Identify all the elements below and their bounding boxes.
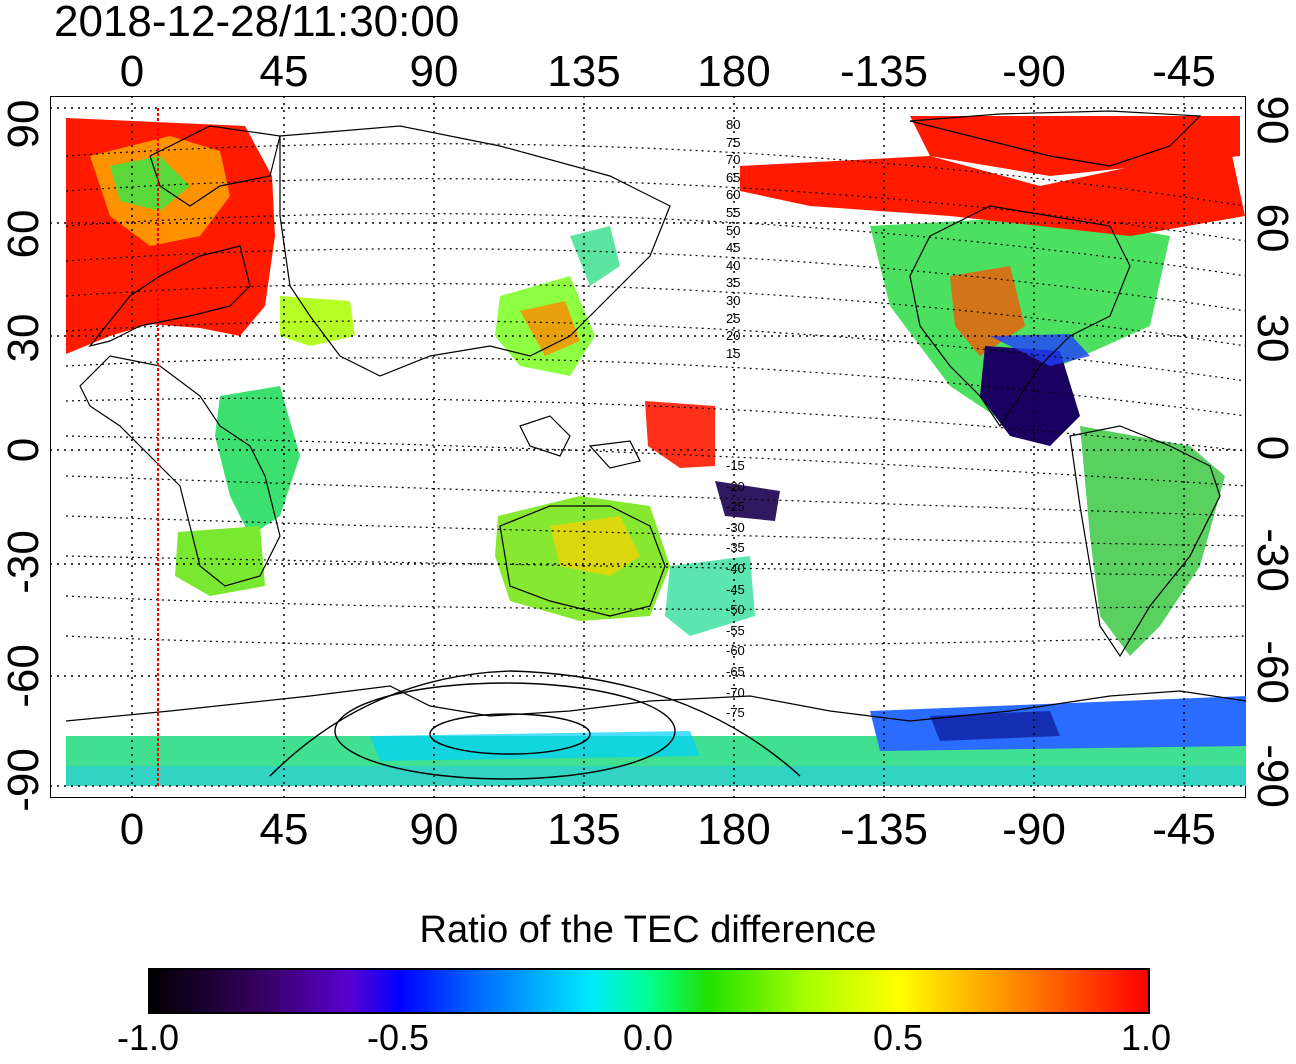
contour-label: -20 — [726, 478, 745, 494]
contour-label: 45 — [726, 240, 741, 256]
lon-tick-top: 135 — [547, 47, 621, 96]
lat-tick-left: -90 — [0, 748, 48, 812]
lat-tick-right: -90 — [1248, 744, 1296, 808]
contour-label-column-south: -15 -20 -25 -30 -35 -40 -45 -50 -55 -60 … — [726, 456, 766, 724]
contour-label: 30 — [726, 292, 741, 308]
lat-tick-right: 0 — [1248, 435, 1296, 461]
pole-contours — [269, 670, 801, 780]
graticule — [50, 96, 1246, 798]
colorbar-tick: 0.5 — [872, 1017, 924, 1058]
lon-tick-bottom: 90 — [409, 805, 459, 854]
lat-tick-left: 0 — [0, 437, 48, 463]
lon-tick-top: 0 — [119, 47, 145, 96]
colorbar-tick: -1.0 — [116, 1017, 180, 1058]
contour-label: 70 — [726, 152, 741, 168]
lon-tick-bottom: 0 — [119, 805, 145, 854]
contour-label: -25 — [726, 499, 745, 515]
lon-tick-top: -90 — [1002, 47, 1066, 96]
lon-tick-top: 45 — [259, 47, 309, 96]
lat-tick-right: 30 — [1248, 313, 1296, 363]
contour-label-column-north: 80 75 70 65 60 55 50 45 40 35 30 25 20 1… — [726, 116, 766, 362]
contour-label: 50 — [726, 222, 741, 238]
lon-tick-top: -135 — [839, 47, 929, 96]
contour-label: 25 — [726, 310, 741, 326]
magnetic-contours — [65, 143, 1246, 647]
tec-data-patches — [66, 116, 1246, 786]
lon-tick-bottom: 135 — [547, 805, 621, 854]
lat-tick-right: 60 — [1248, 203, 1296, 253]
lon-tick-top: -45 — [1152, 47, 1216, 96]
lon-tick-bottom: 45 — [259, 805, 309, 854]
contour-label: -50 — [726, 602, 745, 618]
colorbar-title: Ratio of the TEC difference — [419, 909, 877, 951]
contour-label: 15 — [726, 345, 741, 361]
lon-tick-top: 90 — [409, 47, 459, 96]
coastlines — [65, 110, 1246, 722]
lat-tick-right: 90 — [1248, 95, 1296, 145]
lat-tick-left: 60 — [0, 209, 48, 259]
contour-label: -75 — [726, 705, 745, 721]
contour-label: -30 — [726, 519, 745, 535]
contour-label: 60 — [726, 187, 741, 203]
lon-tick-bottom: -135 — [839, 805, 929, 854]
contour-label: 55 — [726, 204, 741, 220]
lon-tick-top: 180 — [697, 47, 771, 96]
colorbar-tick: 1.0 — [1120, 1017, 1172, 1058]
lat-tick-left: -30 — [0, 530, 48, 594]
contour-label: 40 — [726, 257, 741, 273]
contour-label: -65 — [726, 663, 745, 679]
contour-label: -35 — [726, 540, 745, 556]
tec-map — [50, 96, 1246, 798]
contour-label: 65 — [726, 169, 741, 185]
lon-tick-bottom: -45 — [1152, 805, 1216, 854]
contour-label: 75 — [726, 134, 741, 150]
lon-tick-bottom: -90 — [1002, 805, 1066, 854]
contour-label: 35 — [726, 275, 741, 291]
contour-label: -60 — [726, 643, 745, 659]
lat-tick-left: -60 — [0, 644, 48, 708]
lat-tick-left: 30 — [0, 313, 48, 363]
contour-label: 20 — [726, 328, 741, 344]
contour-label: -45 — [726, 581, 745, 597]
contour-label: -70 — [726, 684, 745, 700]
timestamp-title: 2018-12-28/11:30:00 — [54, 0, 460, 46]
contour-label: 80 — [726, 117, 741, 132]
lat-tick-right: -30 — [1248, 528, 1296, 592]
colorbar-tick: 0.0 — [622, 1017, 674, 1058]
colorbar — [148, 968, 1150, 1014]
contour-label: -55 — [726, 622, 745, 638]
lat-tick-left: 90 — [0, 99, 48, 149]
colorbar-tick: -0.5 — [366, 1017, 430, 1058]
lat-tick-right: -60 — [1248, 640, 1296, 704]
lon-tick-bottom: 180 — [697, 805, 771, 854]
contour-label: -40 — [726, 560, 745, 576]
contour-label: -15 — [726, 458, 745, 473]
